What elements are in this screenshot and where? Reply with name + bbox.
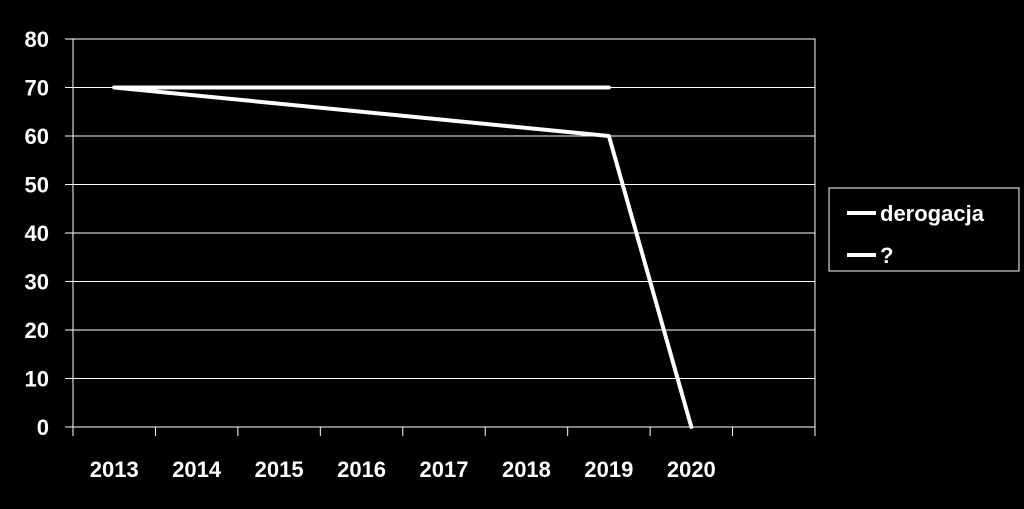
legend: derogacja ? [828, 187, 1020, 272]
y-tick-label: 70 [25, 76, 49, 101]
x-tick-label: 2014 [172, 457, 222, 482]
x-tick-label: 2016 [337, 457, 386, 482]
series-lines [112, 85, 694, 429]
x-tick-label: 2017 [420, 457, 469, 482]
y-tick-label: 10 [25, 367, 49, 392]
y-tick-label: 50 [25, 173, 49, 198]
y-tick-label: 40 [25, 221, 49, 246]
x-tick-label: 2018 [502, 457, 551, 482]
gridlines [73, 87, 815, 379]
y-tick-label: 0 [37, 415, 49, 440]
y-axis-tick-labels: 0 10 20 30 40 50 60 70 80 [25, 27, 49, 440]
x-tick-label: 2013 [90, 457, 139, 482]
x-axis-tick-labels: 2013 2014 2015 2016 2017 2018 2019 2020 [90, 457, 716, 482]
y-tick-label: 80 [25, 27, 49, 52]
x-tick-label: 2015 [255, 457, 304, 482]
legend-box [828, 187, 1020, 272]
y-tick-label: 20 [25, 318, 49, 343]
y-tick-label: 30 [25, 270, 49, 295]
legend-label-derogacja: derogacja [880, 201, 985, 226]
x-tick-label: 2019 [584, 457, 633, 482]
y-tick-label: 60 [25, 124, 49, 149]
legend-label-question: ? [880, 243, 893, 268]
x-tick-label: 2020 [667, 457, 716, 482]
axes [65, 38, 816, 436]
series-line-question [112, 85, 694, 429]
